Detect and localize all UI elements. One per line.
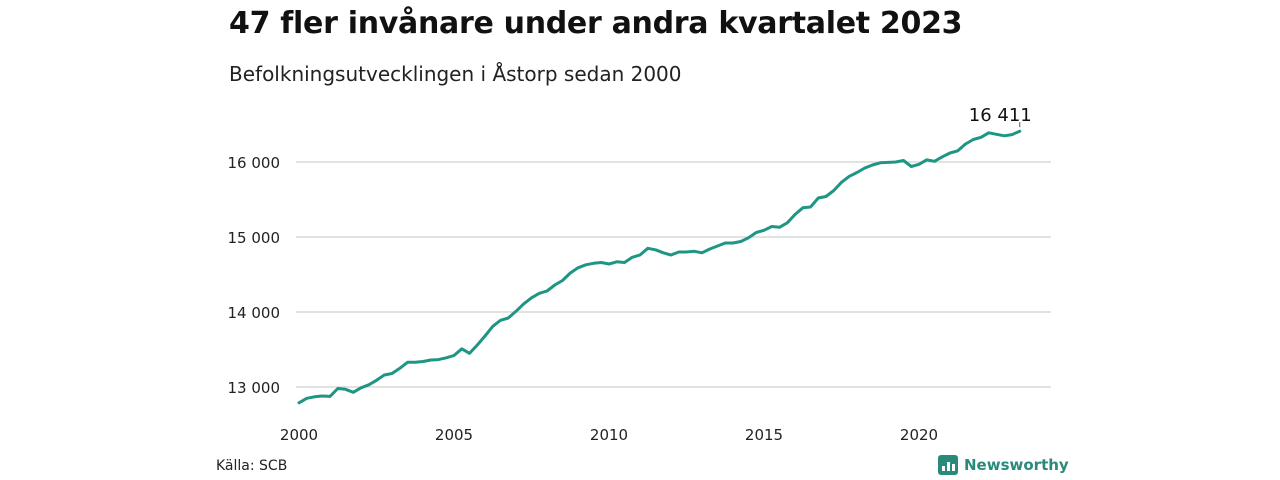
x-tick-label: 2000 [280, 426, 318, 444]
x-tick-label: 2005 [435, 426, 473, 444]
chart-subtitle: Befolkningsutvecklingen i Åstorp sedan 2… [229, 62, 682, 86]
end-value-label: 16 411 [969, 105, 1032, 126]
x-tick-label: 2015 [745, 426, 783, 444]
y-tick-label: 15 000 [228, 229, 281, 247]
newsworthy-logo-icon [938, 455, 958, 475]
x-tick-label: 2010 [590, 426, 628, 444]
y-tick-label: 13 000 [228, 379, 281, 397]
newsworthy-brand[interactable]: Newsworthy [938, 455, 1069, 475]
brand-name: Newsworthy [964, 456, 1069, 474]
y-tick-label: 16 000 [228, 154, 281, 172]
x-tick-label: 2020 [900, 426, 938, 444]
source-note: Källa: SCB [216, 458, 288, 474]
population-line [297, 129, 1022, 405]
y-tick-label: 14 000 [228, 304, 281, 322]
chart-title: 47 fler invånare under andra kvartalet 2… [229, 6, 963, 41]
